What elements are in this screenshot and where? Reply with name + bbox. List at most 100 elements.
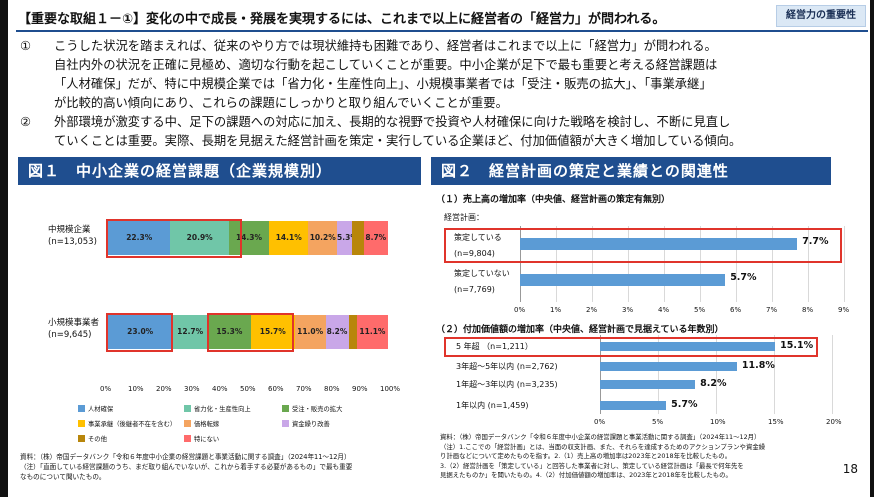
gridline (592, 226, 593, 302)
x-tick-label: 0% (514, 306, 526, 314)
x-tick-label: 100% (380, 385, 401, 393)
x-tick-label: 7% (766, 306, 778, 314)
x-tick-label: 2% (586, 306, 598, 314)
bar-segment: 23.0% (108, 315, 173, 349)
y-axis-line (520, 226, 521, 302)
category-line: 策定している (454, 233, 502, 242)
slide: 【重要な取組１－①】変化の中で成長・発展を実現するには、これまで以上に経営者の「… (8, 0, 870, 497)
x-tick-label: 4% (658, 306, 670, 314)
legend-item: 資金繰り改善 (282, 419, 330, 428)
bar (520, 238, 798, 250)
legend-label: 資金繰り改善 (292, 421, 330, 428)
row-label-medium: 中規模企業 (n=13,053) (48, 224, 97, 248)
x-tick-label: 10% (710, 418, 726, 426)
x-tick-label: 6% (730, 306, 742, 314)
legend-item: 人材確保 (78, 404, 113, 413)
data-label: 7.7% (802, 236, 829, 247)
bar-segment: 22.3% (108, 221, 171, 255)
bar-segment: 15.3% (207, 315, 251, 349)
x-tick-label: 15% (768, 418, 784, 426)
x-tick-label: 40% (212, 385, 228, 393)
legend-swatch (184, 435, 191, 442)
note-line: 資料：（株）帝国データバンク「令和６年度中小企業の経営課題と事業活動に関する調査… (20, 453, 351, 461)
highlight-box (207, 313, 294, 352)
bullet-line: こうした状況を踏まえれば、従来のやり方では現状維持も困難であり、経営者はこれまで… (54, 39, 717, 53)
legend-swatch (184, 420, 191, 427)
legend-label: 事業承継（後継者不在を含む） (88, 421, 177, 428)
x-tick-label: 1% (550, 306, 562, 314)
legend-item: 省力化・生産性向上 (184, 404, 251, 413)
gridline (832, 335, 833, 414)
bullet-line: 外部環境が激変する中、足下の課題への対応に加え、長期的な視野で投資や人材確保に向… (54, 115, 731, 129)
bar-segment: 11.0% (294, 315, 326, 349)
bullet-line: ていくことは重要。実際、長期を見据えた経営計画を策定・実行している企業ほど、付加… (54, 134, 742, 148)
x-tick-label: 0% (594, 418, 606, 426)
highlight-box (106, 313, 173, 352)
gridline (700, 226, 701, 302)
left-frame (0, 0, 8, 497)
x-tick-label: 90% (352, 385, 368, 393)
data-label: 15.1% (780, 340, 814, 351)
legend-item: 受注・販売の拡大 (282, 404, 342, 413)
note-line: （注）「直面している経営課題のうち、まだ取り組んでいないが、これから着手する必要… (20, 463, 353, 471)
header-rule (16, 30, 868, 32)
legend-label: 人材確保 (88, 406, 114, 413)
gridline (716, 335, 717, 414)
note-line: 3.（2）経営計画を「策定している」と回答した事業者に対し、策定している経営計画… (440, 461, 744, 470)
category-line: 策定していない (454, 269, 510, 278)
bar-segment: 10.2% (308, 221, 338, 255)
data-label: 5.7% (671, 399, 698, 410)
gridline (736, 226, 737, 302)
gridline (844, 226, 845, 302)
note-line: り計画などについて定めたものを指す。2.（1）売上高の増加率は2023年と201… (440, 452, 732, 461)
gridline (664, 226, 665, 302)
bar-segment: 5.3% (337, 221, 358, 255)
gridline (658, 335, 659, 414)
fig1-title: 図１ 中小企業の経営課題（企業規模別） (18, 157, 421, 185)
bar-segment: 12.7% (172, 315, 208, 349)
x-tick-label: 70% (296, 385, 312, 393)
fig2-axis-caption: 経営計画： (444, 213, 484, 222)
row-label-small: 小規模事業者 (n=9,645) (48, 317, 99, 341)
note-line: なものについて聞いたもの。 (20, 473, 106, 481)
x-tick-label: 5% (652, 418, 664, 426)
legend-swatch (282, 420, 289, 427)
x-tick-label: 30% (184, 385, 200, 393)
gridline (556, 226, 557, 302)
gridline (774, 335, 775, 414)
bar (600, 380, 696, 389)
x-tick-label: 8% (802, 306, 814, 314)
x-tick-label: 20% (826, 418, 842, 426)
bar (600, 401, 667, 410)
legend-swatch (78, 435, 85, 442)
category-label: 5 年超 （n=1,211） (456, 342, 533, 351)
page-number: 18 (842, 462, 858, 476)
data-label: 11.8% (741, 360, 775, 371)
legend-item: その他 (78, 434, 107, 443)
bar-segment: 8.7% (363, 221, 388, 255)
bullet-number: ① (20, 39, 32, 53)
category-label: 1年以内 (n=1,459) (456, 401, 529, 410)
legend-label: 省力化・生産性向上 (194, 406, 251, 413)
note-line: （注）1.ここでの「経営計画」とは、当面の収支計画、また、それらを達成するための… (440, 442, 766, 451)
fig2-title: 図２ 経営計画の策定と業績との関連性 (431, 157, 831, 185)
highlight-box (444, 228, 842, 263)
bullet-line: 「人材確保」だが、特に中規模企業では「省力化・生産性向上」、小規模事業者では「受… (54, 77, 712, 91)
right-frame (870, 0, 874, 497)
note-line: 見据えたものか」を聞いたもの。4.（2）付加価値額の増加率は、2023年と201… (440, 471, 732, 480)
bar (520, 274, 726, 286)
bar-segment: 11.1% (356, 315, 388, 349)
category-line: (n=7,769) (454, 285, 495, 294)
row-name: 中規模企業 (48, 225, 91, 235)
y-axis-line (600, 335, 601, 414)
data-label: 8.2% (700, 378, 727, 389)
row-n: (n=9,645) (48, 330, 92, 340)
x-tick-label: 9% (838, 306, 850, 314)
legend-swatch (184, 405, 191, 412)
legend-swatch (78, 420, 85, 427)
page-title: 【重要な取組１－①】変化の中で成長・発展を実現するには、これまで以上に経営者の「… (18, 12, 666, 27)
bar-segment: 14.1% (269, 221, 309, 255)
fig2-note: 資料：（株）帝国データバンク「令和６年度中小企業の経営課題と事業活動に関する調査… (440, 433, 850, 481)
row-name: 小規模事業者 (48, 318, 100, 328)
x-tick-label: 3% (622, 306, 634, 314)
